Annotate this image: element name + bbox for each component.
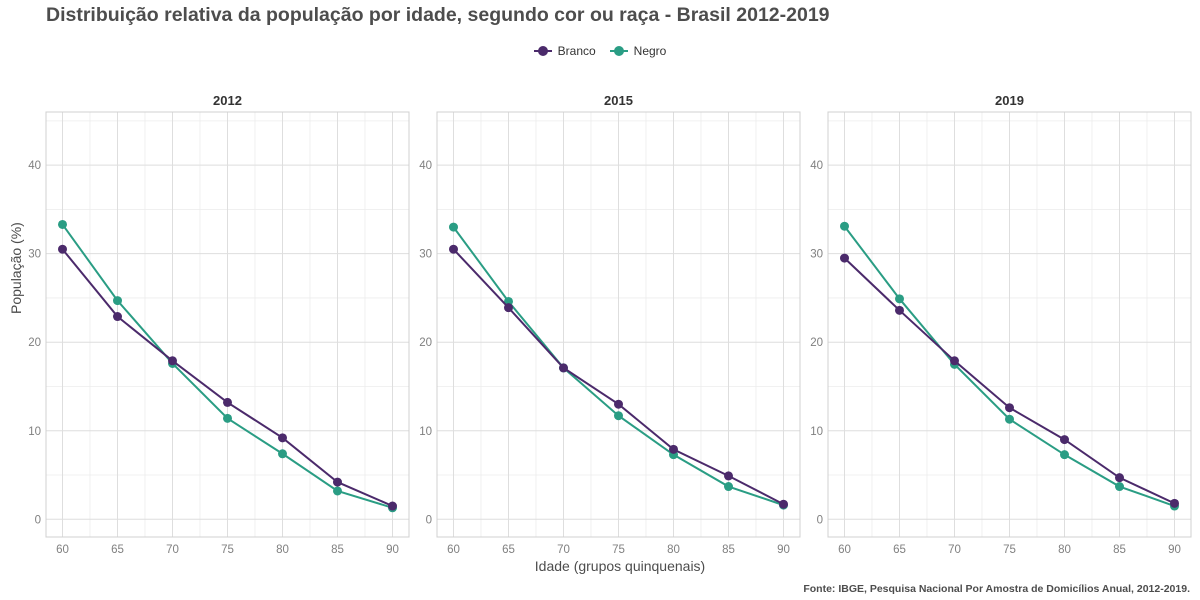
x-tick-label: 80	[276, 544, 289, 556]
data-point-branco	[614, 399, 623, 409]
data-point-negro	[278, 449, 287, 459]
panel-border	[827, 111, 1192, 538]
x-tick-label: 65	[111, 544, 124, 556]
panel-border	[436, 111, 801, 538]
data-point-branco	[333, 477, 342, 487]
legend-label-branco: Branco	[557, 44, 596, 58]
data-point-negro	[1005, 414, 1014, 424]
legend: Branco Negro	[0, 44, 1200, 58]
data-point-branco	[724, 471, 733, 481]
x-tick-label: 90	[1168, 544, 1181, 556]
y-tick-label: 10	[28, 426, 41, 438]
x-tick-label: 90	[777, 544, 790, 556]
data-point-negro	[333, 486, 342, 496]
y-tick-label: 10	[810, 426, 823, 438]
data-point-branco	[168, 356, 177, 366]
x-tick-label: 60	[447, 544, 460, 556]
x-tick-label: 70	[166, 544, 179, 556]
data-point-negro	[840, 221, 849, 231]
legend-label-negro: Negro	[633, 44, 667, 58]
grid	[46, 112, 409, 537]
chart-title: Distribuição relativa da população por i…	[46, 4, 830, 26]
panel-2012: 2012 0 10 20 30 40 60 65 70 75 80 85 90	[28, 93, 410, 556]
data-point-branco	[1170, 498, 1179, 508]
data-point-branco	[113, 312, 122, 322]
data-point-negro	[449, 222, 458, 232]
y-tick-label: 40	[419, 160, 432, 172]
data-point-negro	[504, 296, 513, 306]
y-tick-label: 20	[28, 337, 41, 349]
y-tick-label: 20	[419, 337, 432, 349]
y-axis-title: População (%)	[8, 222, 24, 314]
grid	[437, 112, 800, 537]
data-point-branco	[1005, 403, 1014, 413]
panel-label-2019: 2019	[995, 93, 1024, 108]
data-point-branco	[950, 356, 959, 366]
y-tick-label: 30	[28, 249, 41, 261]
y-tick-label: 0	[426, 514, 432, 526]
panel-label-2015: 2015	[604, 93, 633, 108]
data-point-branco	[779, 499, 788, 509]
x-tick-label: 75	[612, 544, 625, 556]
data-point-branco	[1115, 473, 1124, 483]
y-tick-label: 20	[810, 337, 823, 349]
y-tick-label: 30	[810, 249, 823, 261]
data-point-negro	[614, 411, 623, 421]
x-tick-label: 75	[221, 544, 234, 556]
data-point-branco	[504, 303, 513, 313]
y-tick-label: 0	[35, 514, 41, 526]
data-point-branco	[559, 363, 568, 373]
data-point-branco	[840, 253, 849, 263]
y-tick-label: 10	[419, 426, 432, 438]
panel-2019: 2019 0 10 20 30 40 60 65 70 75 80 85 90	[810, 93, 1192, 556]
panel-2015: 2015 0 10 20 30 40 60 65 70 75 80 85 90	[419, 93, 801, 556]
x-tick-label: 80	[1058, 544, 1071, 556]
data-point-negro	[1115, 482, 1124, 492]
y-tick-label: 40	[28, 160, 41, 172]
data-point-branco	[58, 244, 67, 254]
panel-label-2012: 2012	[213, 93, 242, 108]
data-point-negro	[1060, 450, 1069, 460]
x-tick-label: 60	[56, 544, 69, 556]
y-tick-label: 0	[817, 514, 823, 526]
x-tick-label: 85	[722, 544, 735, 556]
x-axis-title: Idade (grupos quinquenais)	[534, 558, 706, 574]
y-tick-label: 30	[419, 249, 432, 261]
data-point-branco	[278, 433, 287, 443]
data-point-negro	[58, 219, 67, 229]
grid	[828, 112, 1191, 537]
x-tick-label: 65	[893, 544, 906, 556]
data-point-negro	[895, 294, 904, 304]
x-tick-label: 75	[1003, 544, 1016, 556]
data-point-branco	[223, 397, 232, 407]
x-tick-label: 70	[948, 544, 961, 556]
x-tick-label: 70	[557, 544, 570, 556]
x-tick-label: 85	[331, 544, 344, 556]
source-caption: Fonte: IBGE, Pesquisa Nacional Por Amost…	[803, 583, 1190, 595]
panel-border	[45, 111, 410, 538]
legend-key-branco	[533, 45, 552, 57]
data-point-negro	[113, 296, 122, 306]
x-axis-title-wrap: Idade (grupos quinquenais)	[0, 558, 1200, 574]
data-point-branco	[449, 244, 458, 254]
data-point-branco	[669, 444, 678, 454]
x-tick-label: 80	[667, 544, 680, 556]
data-point-negro	[223, 413, 232, 423]
legend-item-negro: Negro	[609, 44, 667, 58]
data-point-branco	[1060, 435, 1069, 445]
x-tick-label: 90	[386, 544, 399, 556]
y-tick-label: 40	[810, 160, 823, 172]
legend-key-negro	[609, 45, 628, 57]
data-point-branco	[895, 305, 904, 315]
x-tick-label: 60	[838, 544, 851, 556]
legend-item-branco: Branco	[533, 44, 596, 58]
x-tick-label: 85	[1113, 544, 1126, 556]
x-tick-label: 65	[502, 544, 515, 556]
data-point-branco	[388, 501, 397, 511]
data-point-negro	[724, 482, 733, 492]
